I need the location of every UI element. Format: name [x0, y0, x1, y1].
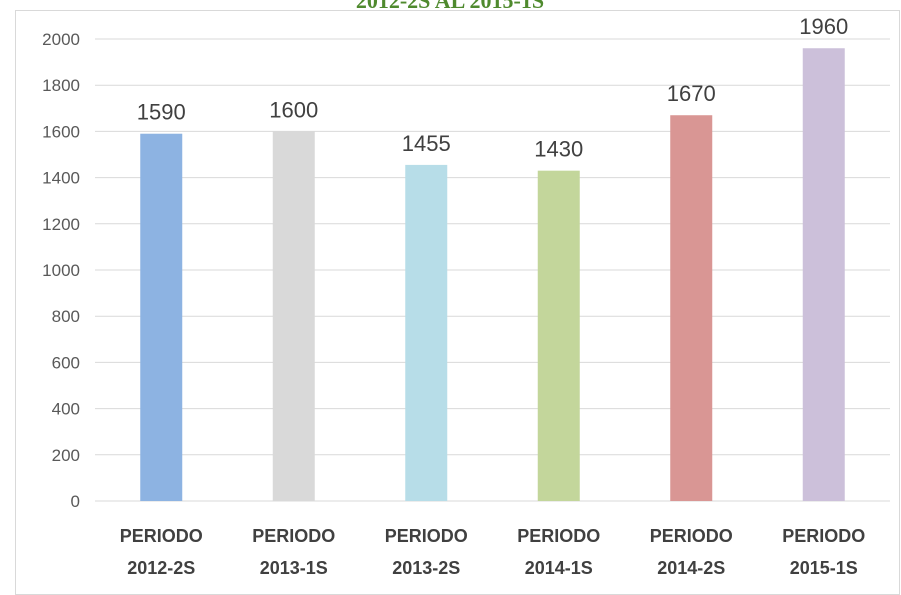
bar	[405, 164, 448, 501]
bar	[272, 131, 315, 501]
y-tick-label: 200	[52, 446, 80, 465]
y-tick-label: 0	[71, 492, 80, 511]
y-tick-label: 1600	[42, 122, 80, 141]
data-label: 1960	[799, 14, 848, 39]
y-tick-label: 2000	[42, 30, 80, 49]
x-category-label: PERIODO 2015-1S	[782, 526, 865, 578]
y-tick-label: 400	[52, 400, 80, 419]
y-tick-label: 600	[52, 353, 80, 372]
x-category-label: PERIODO 2014-1S	[517, 526, 600, 578]
y-tick-label: 800	[52, 307, 80, 326]
y-tick-label: 1000	[42, 261, 80, 280]
data-label: 1430	[534, 137, 583, 162]
data-label: 1600	[269, 97, 318, 122]
x-category-label: PERIODO 2012-2S	[120, 526, 203, 578]
bar	[802, 48, 845, 502]
bars	[140, 48, 845, 502]
data-label: 1455	[402, 131, 451, 156]
x-category-label: PERIODO 2014-2S	[650, 526, 733, 578]
y-tick-label: 1200	[42, 215, 80, 234]
y-axis-ticks: 0 200 400 600 800 1000 1200 1400 1600 1800 2000	[42, 30, 80, 511]
y-tick-label: 1400	[42, 169, 80, 188]
chart-title: 2012-2S AL 2015-1S	[356, 0, 544, 13]
data-label: 1590	[137, 100, 186, 125]
data-labels: 1590 1600 1455 1430 1670 1960	[137, 14, 848, 161]
y-tick-label: 1800	[42, 76, 80, 95]
data-label: 1670	[667, 81, 716, 106]
bar	[537, 170, 580, 502]
x-axis-labels: PERIODO 2012-2S PERIODO 2013-1S PERIODO 2013-…	[120, 526, 866, 578]
bar	[670, 115, 713, 501]
x-category-label: PERIODO 2013-1S	[252, 526, 335, 578]
x-category-label: PERIODO 2013-2S	[385, 526, 468, 578]
bar	[140, 133, 183, 501]
gridlines	[95, 38, 890, 502]
